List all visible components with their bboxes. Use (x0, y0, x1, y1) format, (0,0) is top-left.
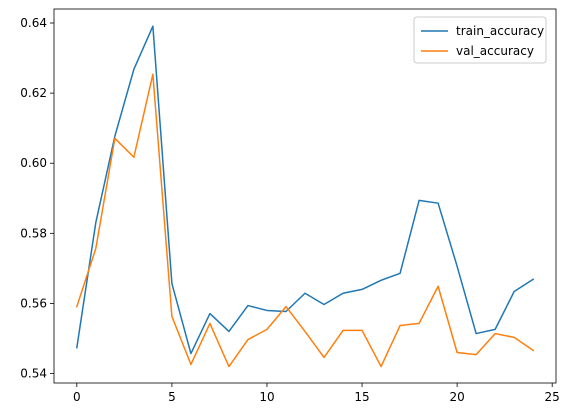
y-tick-label: 0.54 (20, 367, 47, 381)
x-tick-label: 15 (354, 390, 369, 404)
axes-background (54, 9, 556, 383)
y-tick-label: 0.64 (20, 16, 47, 30)
axes-frame (53, 8, 557, 384)
plot-area (53, 8, 557, 384)
y-tick-label: 0.62 (20, 86, 47, 100)
y-axis: 0.54 0.56 0.58 0.60 0.62 0.64 (20, 16, 54, 381)
series-layer (75, 25, 535, 368)
x-tick-label: 0 (73, 390, 81, 404)
x-tick-label: 10 (259, 390, 274, 404)
x-tick-label: 5 (168, 390, 176, 404)
x-tick-label: 25 (545, 390, 560, 404)
series-line-val-accuracy (75, 73, 535, 368)
y-tick-label: 0.58 (20, 226, 47, 240)
y-tick-label: 0.56 (20, 296, 47, 310)
y-tick-label: 0.60 (20, 156, 47, 170)
x-tick-label: 20 (449, 390, 464, 404)
series-line-train-accuracy (75, 25, 535, 355)
legend-label: val_accuracy (456, 44, 534, 58)
legend-label: train_accuracy (456, 24, 544, 38)
x-axis: 0 5 10 15 20 25 (73, 383, 560, 404)
legend: train_accuracy val_accuracy (413, 16, 547, 64)
